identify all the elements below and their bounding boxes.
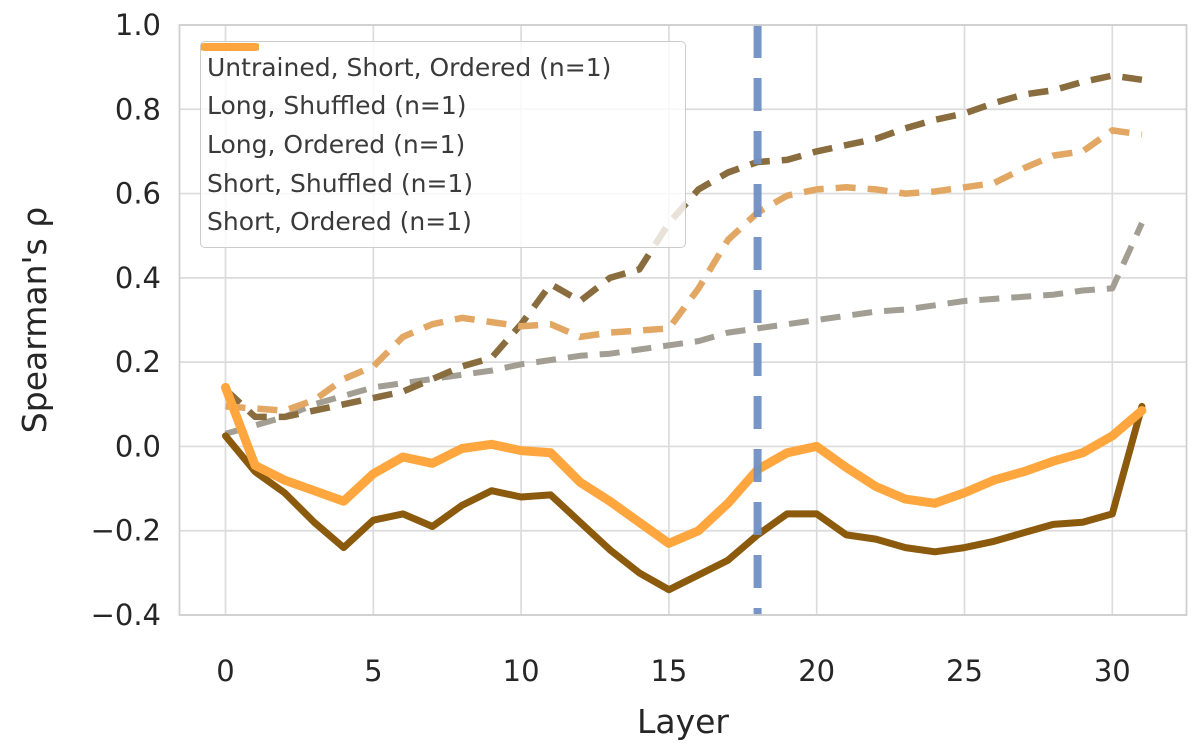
y-tick-label: 1.0 xyxy=(115,8,161,42)
series-line-short-shuffled-n-1 xyxy=(225,127,1143,414)
legend-label: Long, Ordered (n=1) xyxy=(207,129,466,159)
y-tick-label: 0.0 xyxy=(115,429,161,463)
x-axis-label: Layer xyxy=(637,702,729,741)
y-tick-label: −0.4 xyxy=(91,598,161,632)
legend-item: Long, Ordered (n=1) xyxy=(201,43,685,162)
legend-label: Untrained, Short, Ordered (n=1) xyxy=(207,52,612,82)
axes-frame xyxy=(178,24,1188,616)
legend-line-swatch xyxy=(201,43,259,51)
legend-label: Short, Ordered (n=1) xyxy=(207,207,472,237)
y-tick-label: 0.4 xyxy=(115,261,161,295)
legend-item: Long, Shuffled (n=1) xyxy=(201,43,685,124)
y-axis-label: Spearman's ρ xyxy=(15,207,54,433)
legend-item: Short, Shuffled (n=1) xyxy=(201,43,685,201)
legend-label: Long, Shuffled (n=1) xyxy=(207,91,467,121)
series-line-short-ordered-n-1 xyxy=(221,382,1147,548)
x-tick-label: 0 xyxy=(216,654,234,688)
x-tick-label: 5 xyxy=(364,654,382,688)
legend-label: Short, Shuffled (n=1) xyxy=(207,168,474,198)
y-tick-label: −0.2 xyxy=(91,514,161,548)
x-tick-label: 25 xyxy=(946,654,983,688)
x-tick-label: 10 xyxy=(503,654,540,688)
plot-border xyxy=(178,24,1188,616)
series-line-long-ordered-n-1 xyxy=(222,402,1146,594)
y-tick-label: 0.8 xyxy=(115,92,161,126)
legend-item: Short, Ordered (n=1) xyxy=(201,43,685,240)
series-line-untrained-short-ordered-n-1 xyxy=(224,221,1145,437)
y-tick-label: 0.6 xyxy=(115,177,161,211)
y-tick-label: 0.2 xyxy=(115,345,161,379)
legend: Untrained, Short, Ordered (n=1) Long, Shu… xyxy=(200,41,686,248)
tick-labels: 0 5 10 15 20 25 30 1.0 0.8 0.6 0.4 0.2 0.0 −0.2 −0.4 xyxy=(91,8,1131,688)
x-tick-label: 30 xyxy=(1094,654,1131,688)
x-tick-label: 20 xyxy=(798,654,835,688)
x-tick-label: 15 xyxy=(650,654,687,688)
legend-item: Untrained, Short, Ordered (n=1) xyxy=(201,43,685,85)
